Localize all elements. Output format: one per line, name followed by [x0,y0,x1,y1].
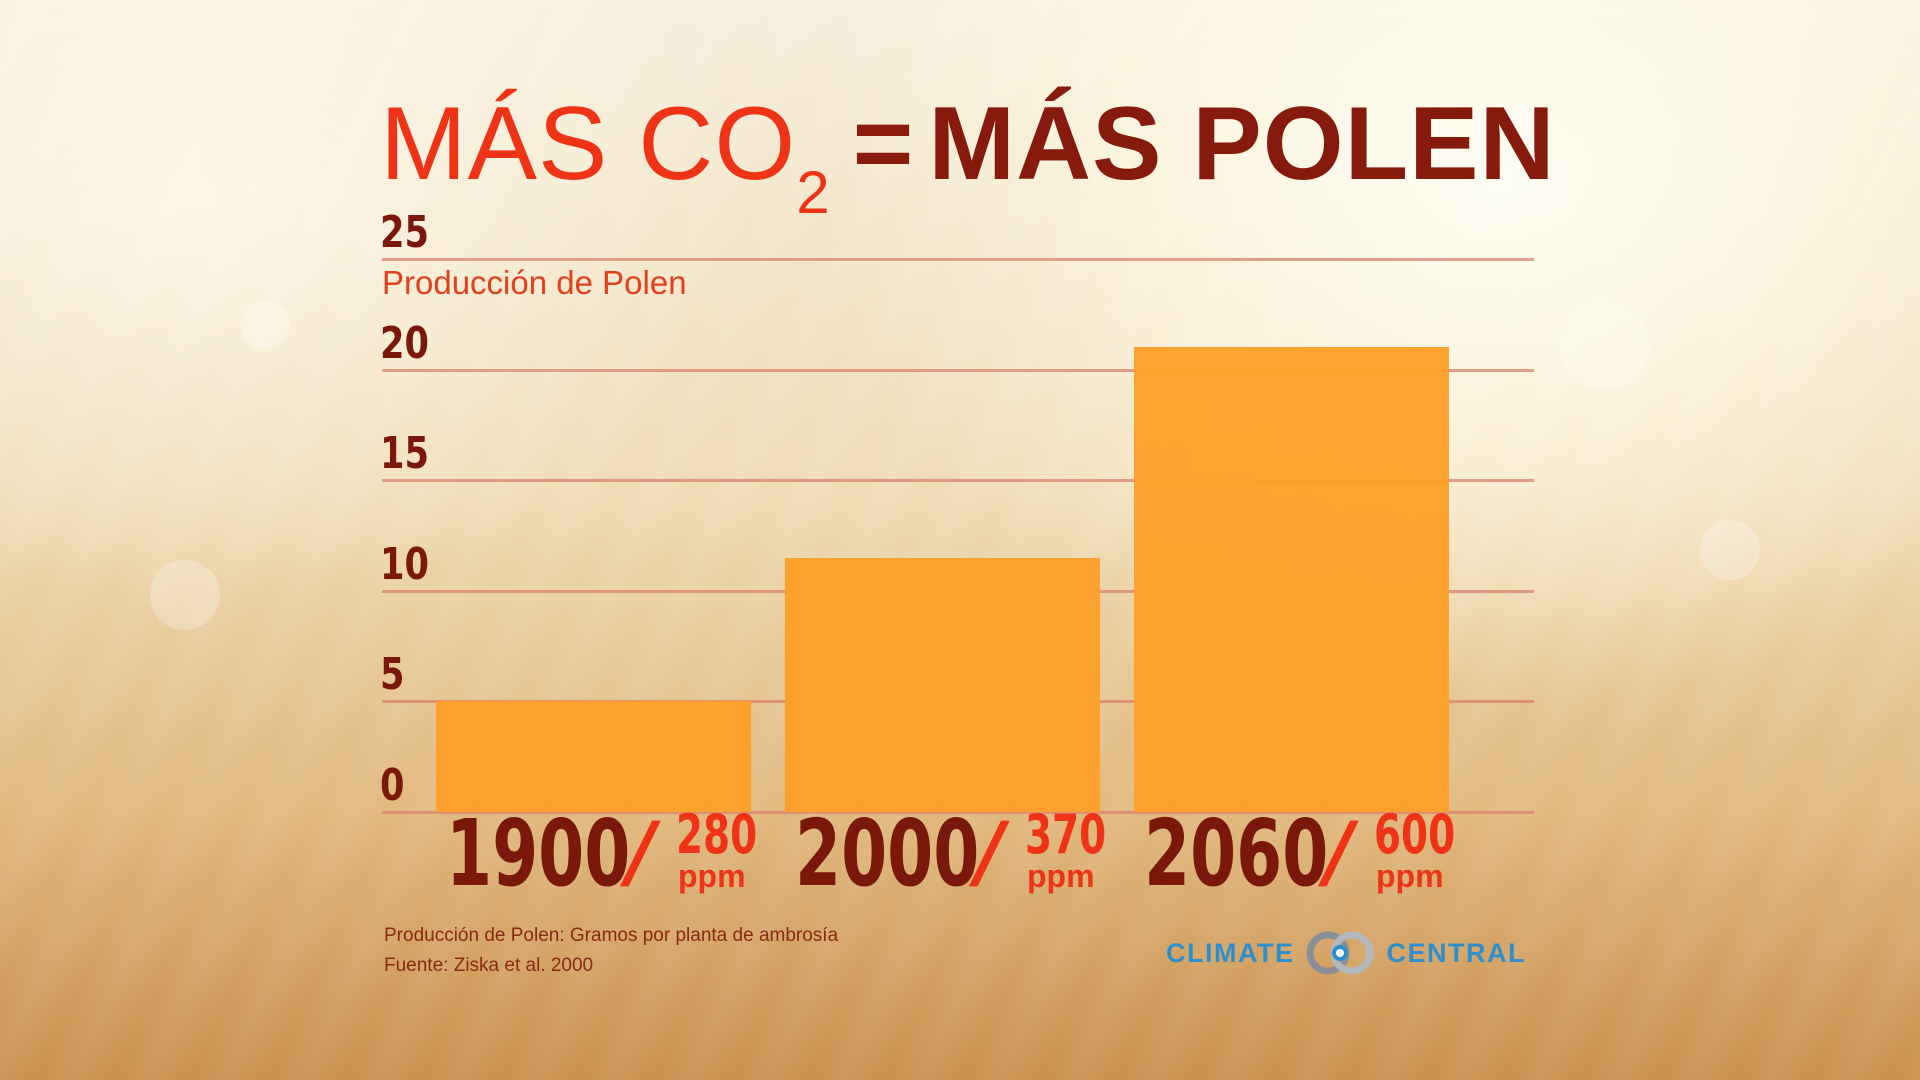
category-co2-value: 280 [676,803,758,866]
category-year: 2060 [1144,800,1329,907]
gridline-25 [382,258,1534,261]
bokeh-light [1700,520,1760,580]
climate-central-logo: CLIMATE CENTRAL [1166,930,1526,976]
y-tick-label-0: 0 [380,760,405,811]
title-subscript: 2 [796,159,831,226]
category-year: 1900 [446,800,631,907]
logo-word-central: CENTRAL [1386,937,1526,968]
category-year: 2000 [795,800,980,907]
y-tick-label-20: 20 [380,317,429,369]
chart-title: MÁS CO2 = MÁS POLEN [380,92,1556,223]
gridline-15 [382,479,1534,483]
x-category-label-1900: 1900/280 ppm [446,800,757,907]
gridline-20 [382,368,1534,372]
bar-1900 [436,701,751,812]
bokeh-light [240,300,290,350]
category-co2-value: 370 [1025,803,1107,866]
x-category-label-2060: 2060/600 ppm [1144,800,1455,907]
bar-2060 [1134,347,1449,812]
footnote-source: Fuente: Ziska et al. 2000 [384,955,594,976]
category-co2-unit: ppm [1027,858,1095,894]
title-part1: MÁS CO [380,86,797,202]
y-tick-label-15: 15 [380,428,429,480]
bokeh-light [150,560,220,630]
bokeh-light [1560,300,1650,390]
title-part2: MÁS POLEN [928,86,1556,202]
logo-word-climate: CLIMATE [1166,937,1295,968]
climate-central-rings-icon [1306,931,1374,975]
category-co2-unit: ppm [678,858,746,894]
category-co2-unit: ppm [1376,858,1444,894]
x-category-label-2000: 2000/370 ppm [795,800,1106,907]
bar-2000 [785,557,1100,812]
y-axis-label: Producción de Polen [382,264,687,301]
y-tick-label-10: 10 [380,538,429,590]
y-tick-label-5: 5 [380,649,405,701]
footnote-units: Producción de Polen: Gramos por planta d… [384,925,839,946]
title-equals: = [852,86,915,202]
category-co2-value: 600 [1374,803,1456,866]
gridline-0 [382,811,1534,814]
y-tick-label-25: 25 [380,207,429,258]
